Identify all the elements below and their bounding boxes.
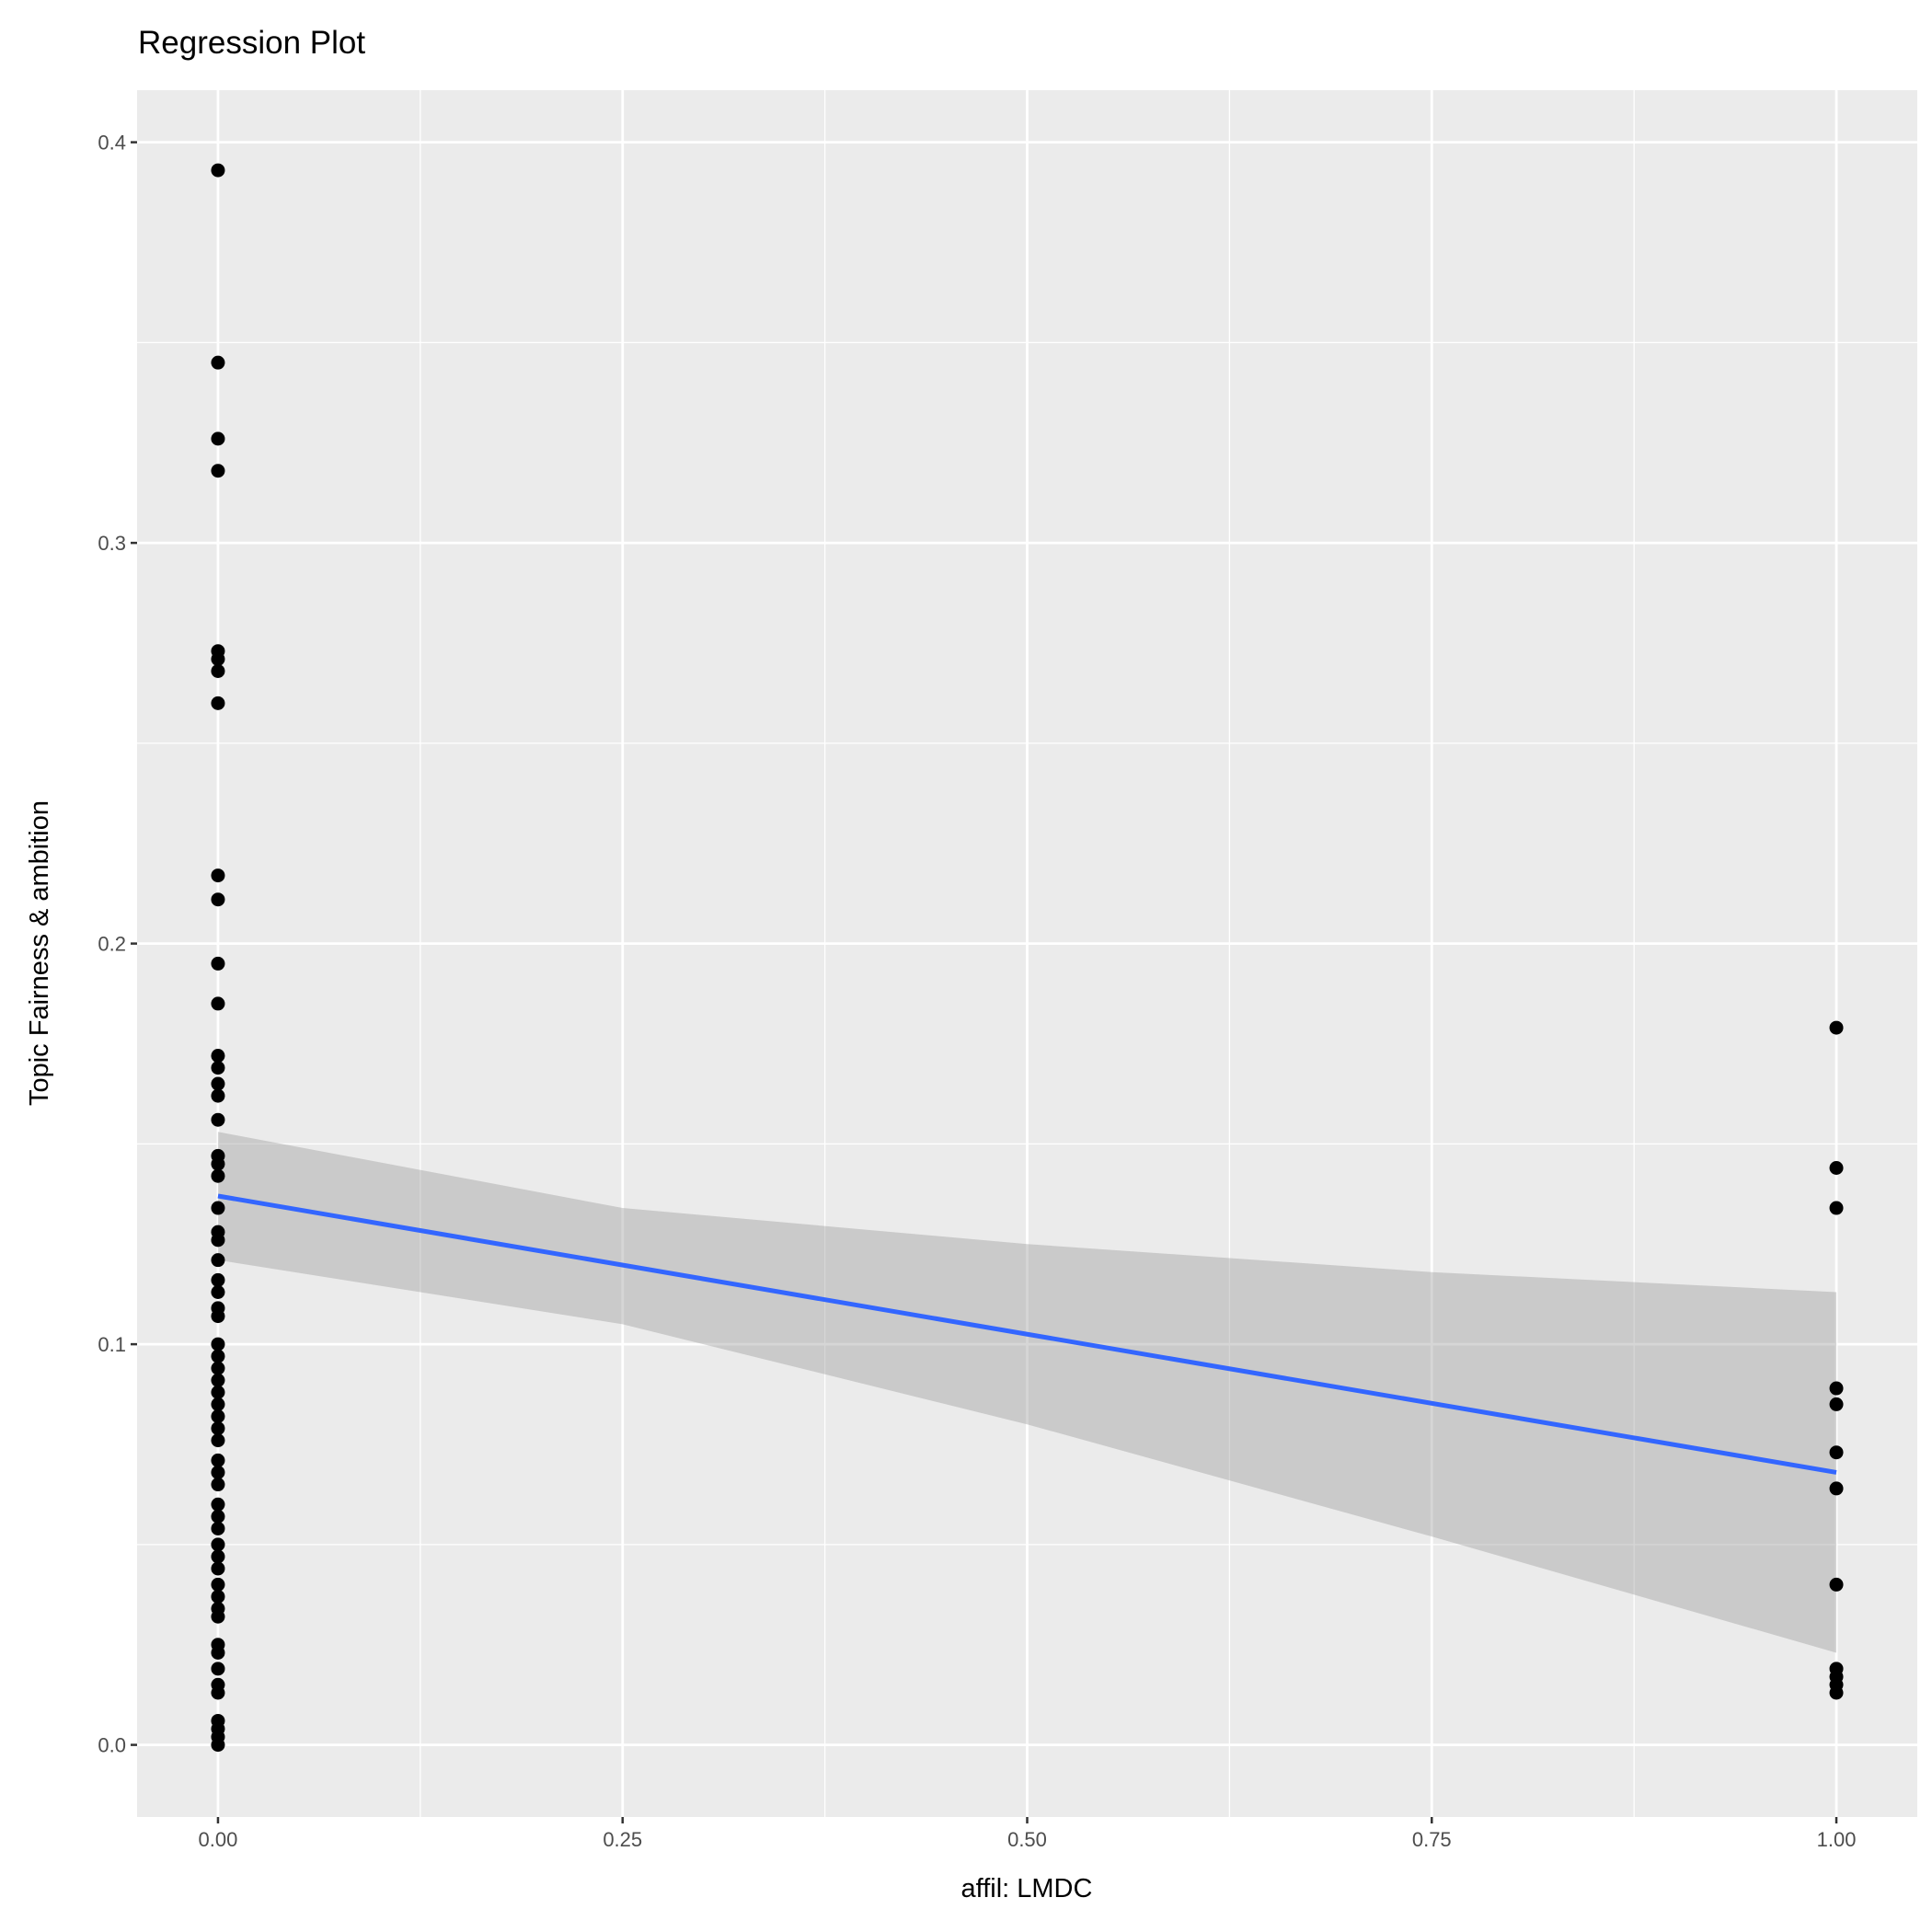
x-axis-title: affil: LMDC — [961, 1874, 1093, 1903]
data-point — [211, 1049, 225, 1064]
data-point — [211, 1521, 225, 1535]
data-point — [211, 163, 225, 178]
data-points — [211, 163, 1844, 1753]
data-point — [211, 431, 225, 446]
data-point — [211, 1337, 225, 1351]
regression-line — [217, 1193, 1837, 1475]
data-point — [211, 1397, 225, 1411]
y-tick-label: 0.4 — [98, 132, 126, 155]
data-point — [211, 1738, 225, 1753]
data-point — [1829, 1160, 1844, 1175]
confidence-band — [217, 1132, 1837, 1653]
data-point — [1829, 1020, 1844, 1035]
x-tick-label: 1.00 — [1817, 1828, 1857, 1851]
data-point — [211, 1061, 225, 1075]
data-point — [211, 1284, 225, 1299]
data-point — [211, 1662, 225, 1676]
data-point — [211, 1253, 225, 1268]
data-point — [211, 1478, 225, 1492]
data-point — [1829, 1381, 1844, 1396]
x-tick-label: 0.50 — [1007, 1828, 1047, 1851]
data-point — [1829, 1445, 1844, 1460]
data-point — [211, 663, 225, 678]
x-tick-label: 0.00 — [199, 1828, 238, 1851]
data-point — [211, 1537, 225, 1552]
data-point — [211, 464, 225, 478]
data-point — [211, 355, 225, 370]
data-point — [211, 1453, 225, 1467]
data-point — [211, 1465, 225, 1479]
ci-band — [217, 1132, 1837, 1653]
data-point — [1829, 1397, 1844, 1411]
y-tick-label: 0.0 — [98, 1734, 126, 1757]
data-point — [211, 1385, 225, 1399]
data-point — [211, 1309, 225, 1324]
y-tick-label: 0.3 — [98, 532, 126, 555]
data-point — [211, 1645, 225, 1660]
data-point — [211, 1577, 225, 1592]
data-point — [211, 1076, 225, 1091]
data-point — [211, 1156, 225, 1171]
data-point — [211, 1373, 225, 1387]
data-point — [211, 1561, 225, 1576]
y-tick-label: 0.1 — [98, 1333, 126, 1356]
axes: 0.00 0.25 0.50 0.75 1.00 0.0 0.1 0.2 0.3 0.4 — [98, 132, 1856, 1851]
data-point — [211, 1421, 225, 1436]
data-point — [211, 1088, 225, 1103]
data-point — [211, 1609, 225, 1624]
data-point — [211, 996, 225, 1011]
data-point — [211, 651, 225, 666]
data-point — [1829, 1481, 1844, 1496]
chart-title: Regression Plot — [138, 25, 365, 61]
data-point — [211, 1272, 225, 1287]
data-point — [211, 1549, 225, 1564]
data-point — [211, 1349, 225, 1363]
data-point — [211, 1201, 225, 1215]
data-point — [211, 1233, 225, 1248]
data-point — [211, 1409, 225, 1424]
data-point — [211, 956, 225, 971]
data-point — [211, 1168, 225, 1183]
data-point — [211, 1509, 225, 1524]
data-point — [1829, 1201, 1844, 1215]
y-tick-label: 0.2 — [98, 933, 126, 956]
x-tick-label: 0.25 — [603, 1828, 642, 1851]
data-point — [211, 868, 225, 883]
grid-lines — [137, 90, 1917, 1817]
x-tick-label: 0.75 — [1412, 1828, 1452, 1851]
data-point — [1829, 1577, 1844, 1592]
fit-line — [217, 1193, 1837, 1475]
data-point — [211, 1685, 225, 1700]
data-point — [211, 696, 225, 710]
data-point — [211, 1112, 225, 1127]
data-point — [1829, 1685, 1844, 1700]
data-point — [211, 1433, 225, 1448]
y-axis-title: Topic Fairness & ambition — [25, 800, 54, 1106]
data-point — [211, 892, 225, 907]
data-point — [211, 1589, 225, 1604]
data-point — [211, 1361, 225, 1375]
data-point — [211, 1497, 225, 1512]
